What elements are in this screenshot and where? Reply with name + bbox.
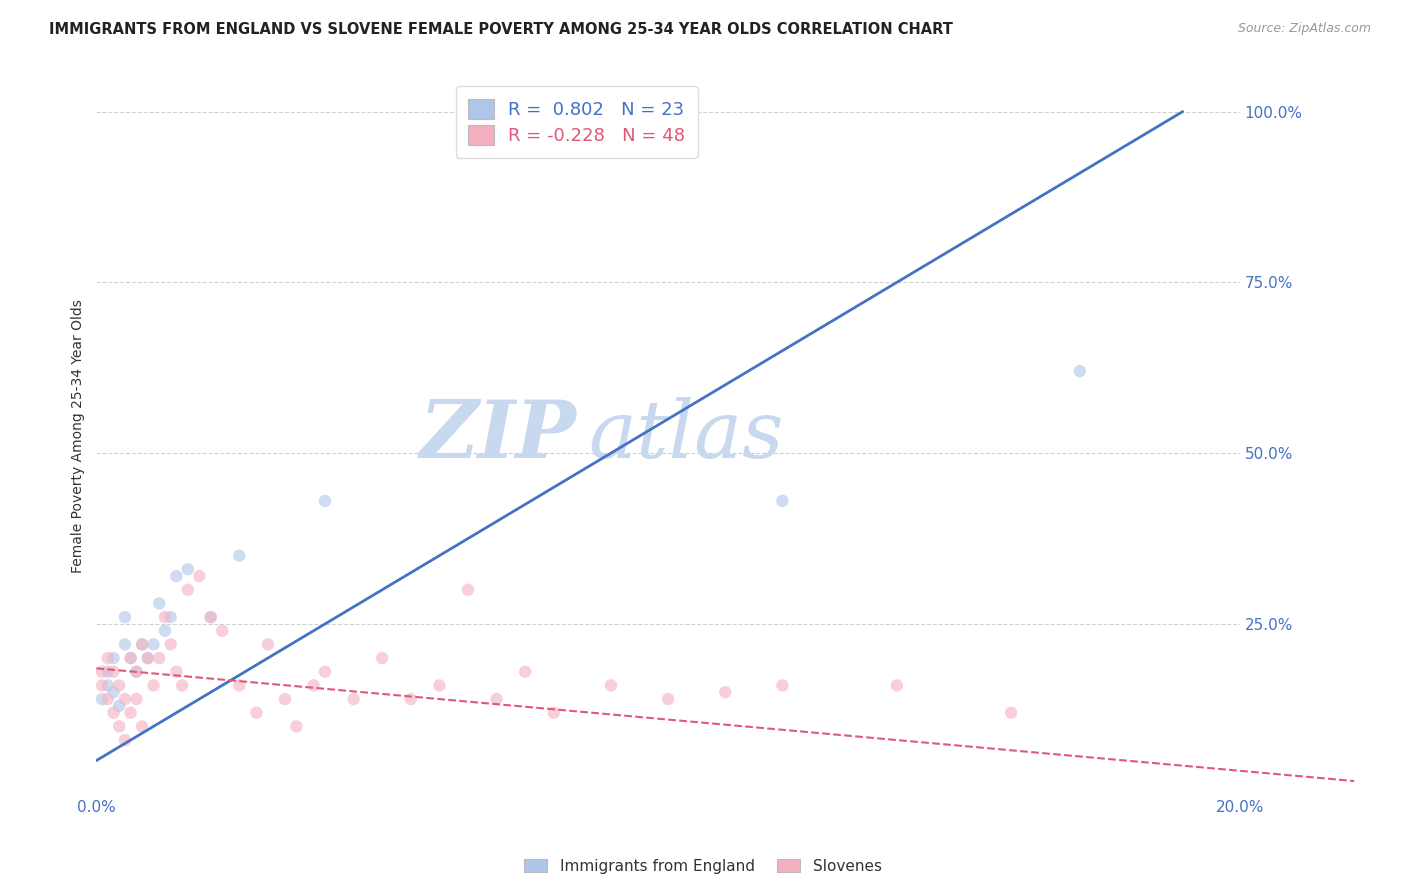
Point <box>108 719 131 733</box>
Point <box>103 706 125 720</box>
Point <box>314 494 336 508</box>
Text: ZIP: ZIP <box>420 397 576 475</box>
Point <box>429 678 451 692</box>
Point <box>153 610 176 624</box>
Point <box>159 610 181 624</box>
Point <box>886 678 908 692</box>
Point <box>772 678 794 692</box>
Point <box>125 665 148 679</box>
Point <box>114 637 136 651</box>
Point <box>485 692 508 706</box>
Point <box>200 610 222 624</box>
Point <box>91 692 114 706</box>
Point <box>148 651 170 665</box>
Point <box>91 678 114 692</box>
Legend: Immigrants from England, Slovenes: Immigrants from England, Slovenes <box>519 853 887 880</box>
Point <box>172 678 194 692</box>
Point <box>228 549 250 563</box>
Point <box>285 719 308 733</box>
Point <box>131 719 153 733</box>
Point <box>257 637 280 651</box>
Point <box>515 665 537 679</box>
Point <box>97 651 120 665</box>
Point <box>1069 364 1091 378</box>
Point <box>108 678 131 692</box>
Point <box>228 678 250 692</box>
Point <box>125 665 148 679</box>
Text: IMMIGRANTS FROM ENGLAND VS SLOVENE FEMALE POVERTY AMONG 25-34 YEAR OLDS CORRELAT: IMMIGRANTS FROM ENGLAND VS SLOVENE FEMAL… <box>49 22 953 37</box>
Text: Source: ZipAtlas.com: Source: ZipAtlas.com <box>1237 22 1371 36</box>
Point <box>131 637 153 651</box>
Point <box>159 637 181 651</box>
Point <box>188 569 211 583</box>
Point <box>1000 706 1022 720</box>
Point <box>136 651 159 665</box>
Point <box>91 665 114 679</box>
Point <box>108 698 131 713</box>
Point <box>131 637 153 651</box>
Point <box>114 692 136 706</box>
Point <box>543 706 565 720</box>
Point <box>211 624 233 638</box>
Point <box>600 678 623 692</box>
Point <box>103 651 125 665</box>
Point <box>177 562 200 576</box>
Point <box>399 692 422 706</box>
Point <box>274 692 297 706</box>
Point <box>302 678 325 692</box>
Point <box>343 692 366 706</box>
Point <box>714 685 737 699</box>
Legend: R =  0.802   N = 23, R = -0.228   N = 48: R = 0.802 N = 23, R = -0.228 N = 48 <box>456 87 697 158</box>
Point <box>245 706 267 720</box>
Text: atlas: atlas <box>588 397 783 475</box>
Point <box>772 494 794 508</box>
Point <box>148 596 170 610</box>
Point <box>125 692 148 706</box>
Point <box>103 665 125 679</box>
Y-axis label: Female Poverty Among 25-34 Year Olds: Female Poverty Among 25-34 Year Olds <box>72 299 86 573</box>
Point <box>165 569 187 583</box>
Point <box>136 651 159 665</box>
Point <box>97 665 120 679</box>
Point <box>97 692 120 706</box>
Point <box>120 651 142 665</box>
Point <box>371 651 394 665</box>
Point <box>120 706 142 720</box>
Point <box>314 665 336 679</box>
Point <box>142 637 165 651</box>
Point <box>114 610 136 624</box>
Point <box>142 678 165 692</box>
Point <box>657 692 679 706</box>
Point <box>165 665 187 679</box>
Point <box>120 651 142 665</box>
Point <box>177 582 200 597</box>
Point <box>153 624 176 638</box>
Point <box>103 685 125 699</box>
Point <box>200 610 222 624</box>
Point <box>114 733 136 747</box>
Point <box>97 678 120 692</box>
Point <box>457 582 479 597</box>
